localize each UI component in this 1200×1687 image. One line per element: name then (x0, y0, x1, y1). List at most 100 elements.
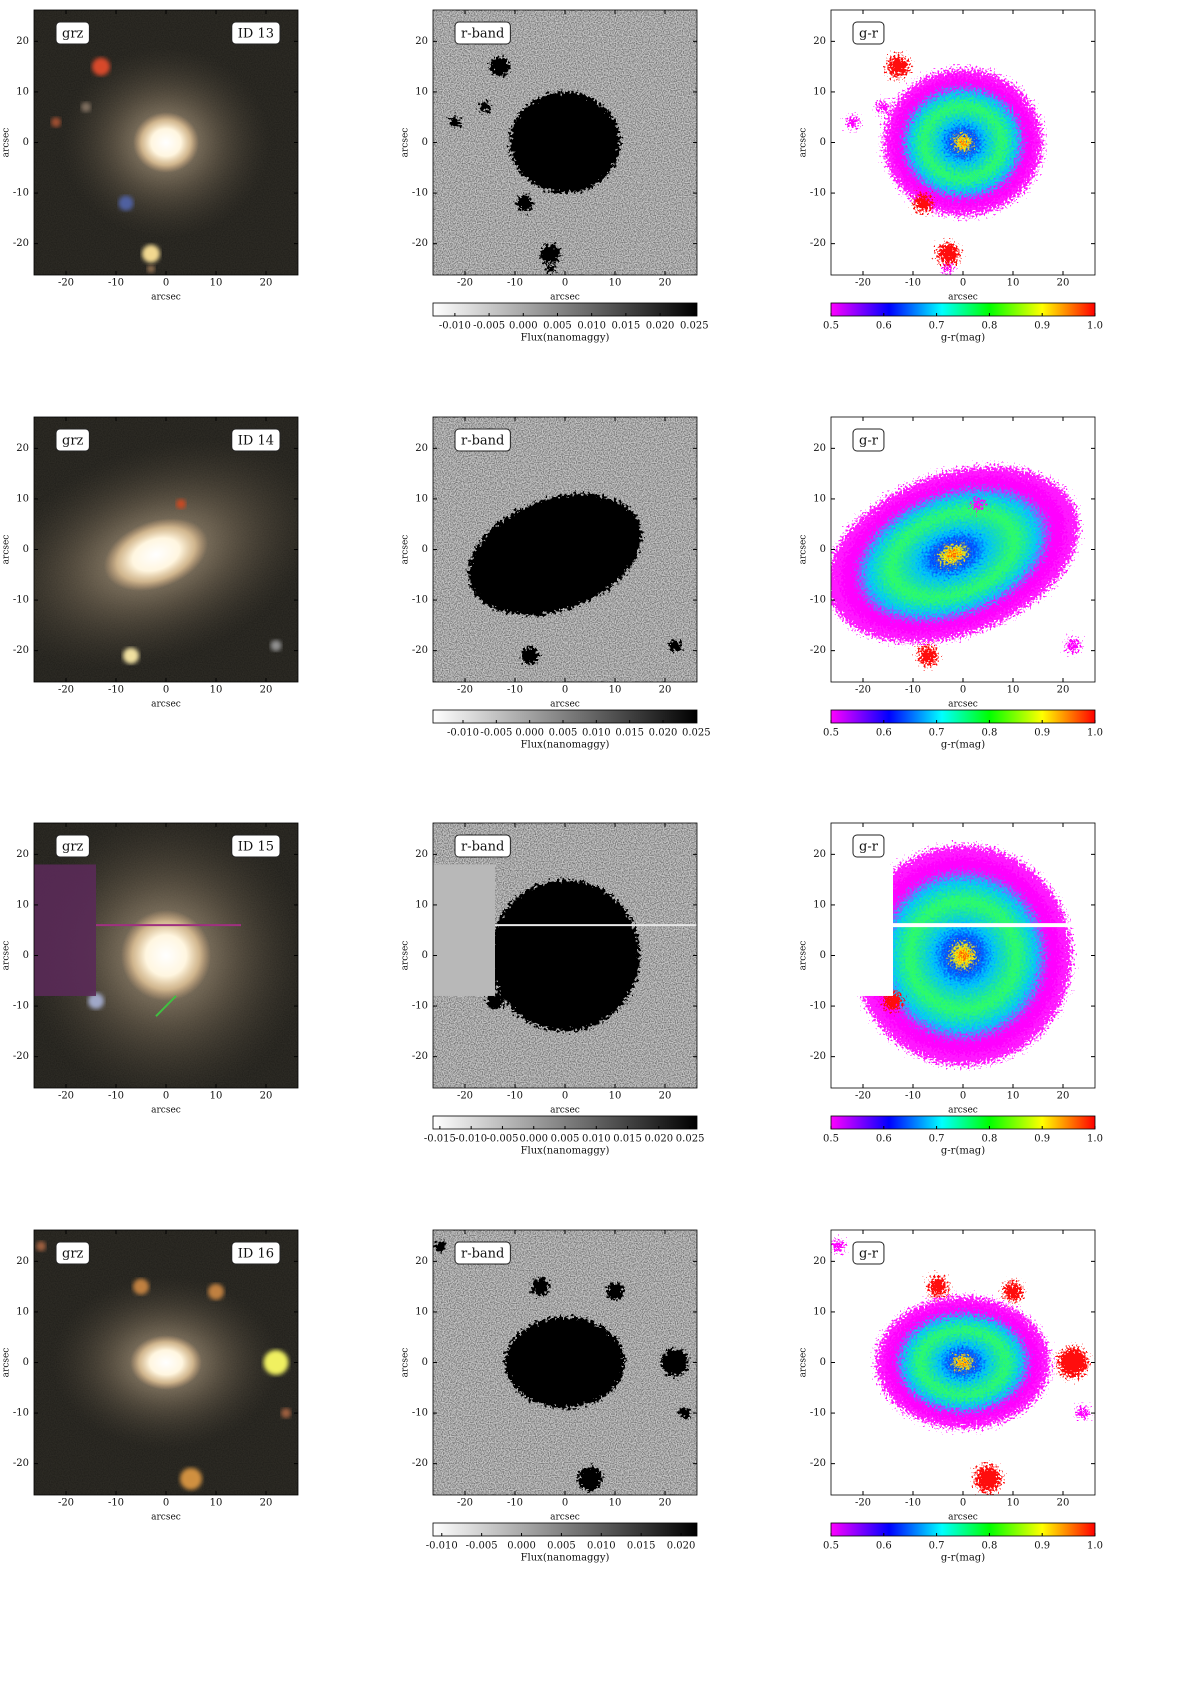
x-tick-label: 10 (609, 685, 622, 696)
x-axis-label: arcsec (948, 700, 978, 710)
badge-label: r-band (461, 27, 504, 42)
y-axis-label: arcsec (799, 941, 809, 971)
colorbar-tick-label: 0.010 (582, 1134, 611, 1145)
star (928, 1277, 948, 1297)
image-panel (831, 10, 1095, 275)
colorbar-tick-label: -0.010 (447, 728, 479, 739)
x-tick-label: 0 (562, 1498, 568, 1509)
color-map (831, 466, 1080, 666)
y-tick-label: 0 (23, 544, 29, 555)
galaxy-color (840, 475, 1066, 634)
x-tick-label: 0 (960, 278, 966, 289)
x-axis-label: arcsec (948, 293, 978, 303)
y-tick-label: 0 (820, 137, 826, 148)
colorbar-tick-label: 0.8 (981, 728, 997, 739)
badge-box (55, 1241, 90, 1265)
colorbar-tick-label: 0.000 (515, 728, 544, 739)
x-tick-label: 20 (1057, 1498, 1070, 1509)
x-tick-label: 20 (260, 1498, 273, 1509)
y-tick-label: 10 (16, 493, 29, 504)
y-tick-label: 20 (415, 36, 428, 47)
star (1066, 638, 1080, 653)
colorbar-tick-label: 0.010 (577, 321, 606, 332)
colorbar-tick-label: 1.0 (1087, 1541, 1103, 1552)
x-tick-label: -10 (108, 278, 124, 289)
badge-label: grz (62, 1247, 84, 1262)
x-tick-label: -20 (855, 1498, 871, 1509)
colorbar-tick-label: -0.010 (439, 321, 471, 332)
colorbar-tick-label: 0.5 (823, 321, 839, 332)
badge-box (55, 21, 90, 45)
colorbar-tick-label: 0.025 (680, 321, 709, 332)
colorbar-tick-label: -0.005 (480, 728, 512, 739)
galaxy-color (891, 76, 1035, 209)
y-tick-label: 0 (422, 1357, 428, 1368)
galaxy-core (103, 518, 209, 591)
y-tick-label: -10 (810, 595, 826, 606)
colorbar-tick-label: 0.025 (676, 1134, 705, 1145)
y-tick-label: -10 (412, 1001, 428, 1012)
star (142, 244, 160, 263)
galaxy (490, 879, 640, 1032)
star (180, 1467, 202, 1490)
x-tick-label: -20 (58, 685, 74, 696)
colorbar-tick-label: 0.020 (667, 1541, 696, 1552)
star (176, 498, 186, 509)
x-tick-label: -10 (507, 278, 523, 289)
image-panel (34, 1230, 298, 1495)
y-tick-label: 0 (820, 950, 826, 961)
y-tick-label: 20 (16, 1256, 29, 1267)
star (545, 264, 555, 274)
colorbar-tick-label: 0.005 (549, 728, 578, 739)
colorbar-tick-label: 0.025 (682, 728, 711, 739)
colorbar-tick-label: 0.6 (876, 728, 892, 739)
y-tick-label: -10 (13, 188, 29, 199)
x-axis-label: arcsec (151, 1106, 181, 1116)
x-axis-label: arcsec (550, 1513, 580, 1523)
star (877, 101, 889, 114)
colorbar-tick-label: 0.7 (929, 1541, 945, 1552)
x-tick-label: 10 (210, 685, 223, 696)
image-panel (433, 823, 697, 1088)
y-axis-label: arcsec (2, 1348, 12, 1378)
x-tick-label: 10 (1007, 1091, 1020, 1102)
y-tick-label: 10 (415, 86, 428, 97)
x-tick-label: 10 (1007, 1498, 1020, 1509)
x-axis-label: arcsec (948, 1513, 978, 1523)
badge-box (454, 428, 511, 452)
x-axis-label: arcsec (151, 700, 181, 710)
badge-box (55, 834, 90, 858)
colorbar-tick-label: -0.005 (466, 1541, 498, 1552)
color-map (854, 845, 1072, 1066)
colorbar-tick-label: 1.0 (1087, 728, 1103, 739)
y-tick-label: -10 (810, 1408, 826, 1419)
image-panel (831, 823, 1095, 1088)
y-tick-label: 0 (422, 950, 428, 961)
x-tick-label: 10 (609, 278, 622, 289)
x-tick-label: 20 (260, 685, 273, 696)
image-panel (831, 417, 1095, 682)
star (449, 116, 461, 128)
y-axis-label: arcsec (799, 535, 809, 565)
y-tick-label: 20 (16, 443, 29, 454)
colorbar-tick-label: 0.020 (649, 728, 678, 739)
badge-label: r-band (461, 434, 504, 449)
colorbar-label: Flux(nanomaggy) (521, 1553, 610, 1564)
galaxy-shape (486, 879, 640, 1032)
y-tick-label: 0 (23, 1357, 29, 1368)
image-panel (433, 10, 697, 275)
galaxy-color (885, 1303, 1041, 1422)
chip-gap (34, 864, 96, 996)
x-tick-label: -20 (457, 1091, 473, 1102)
x-tick-label: -20 (855, 278, 871, 289)
x-axis-label: arcsec (948, 1106, 978, 1116)
y-tick-label: -20 (13, 1051, 29, 1062)
y-tick-label: -20 (810, 1051, 826, 1062)
badge-label: ID 13 (238, 27, 274, 42)
y-tick-label: 0 (422, 544, 428, 555)
colorbar-tick-label: -0.005 (473, 321, 505, 332)
y-axis-label: arcsec (401, 1348, 411, 1378)
colorbar-tick-label: 1.0 (1087, 1134, 1103, 1145)
x-tick-label: 20 (659, 1091, 672, 1102)
star (123, 647, 139, 664)
